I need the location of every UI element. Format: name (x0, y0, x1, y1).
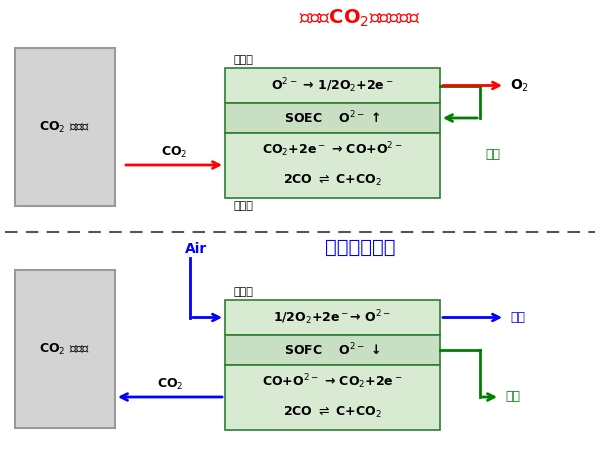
Text: 電力: 電力 (485, 148, 500, 162)
Text: Air: Air (185, 242, 207, 256)
Bar (225, 335, 440, 365)
Bar (15, 270, 115, 428)
Bar (15, 48, 115, 206)
Text: CO$_2$ タンク: CO$_2$ タンク (40, 120, 91, 135)
Text: SOEC    O$^{2-}$ ↑: SOEC O$^{2-}$ ↑ (284, 110, 381, 126)
Bar (225, 133, 440, 198)
Bar (225, 103, 440, 133)
Text: 空気極: 空気極 (233, 55, 253, 65)
Text: 電力: 電力 (505, 390, 520, 404)
Bar (225, 300, 440, 335)
Text: 燃料極: 燃料極 (233, 201, 253, 211)
Text: 2CO $\rightleftharpoons$ C+CO$_2$: 2CO $\rightleftharpoons$ C+CO$_2$ (283, 404, 382, 420)
Bar (225, 365, 440, 430)
Text: 空気極: 空気極 (233, 287, 253, 297)
Text: 放電（発電）: 放電（発電） (325, 238, 395, 257)
Text: O$_2$: O$_2$ (510, 77, 529, 94)
Text: CO+O$^{2-}$ → CO$_2$+2e$^-$: CO+O$^{2-}$ → CO$_2$+2e$^-$ (262, 373, 403, 391)
Text: 2CO $\rightleftharpoons$ C+CO$_2$: 2CO $\rightleftharpoons$ C+CO$_2$ (283, 172, 382, 187)
Text: CO$_2$ タンク: CO$_2$ タンク (40, 341, 91, 357)
Text: O$^{2-}$ → 1/2O$_2$+2e$^-$: O$^{2-}$ → 1/2O$_2$+2e$^-$ (271, 76, 394, 95)
Text: 充電（CO$_2$電気分解）: 充電（CO$_2$電気分解） (299, 8, 421, 29)
Text: CO$_2$+2e$^-$ → CO+O$^{2-}$: CO$_2$+2e$^-$ → CO+O$^{2-}$ (262, 141, 403, 159)
Text: 1/2O$_2$+2e$^-$→ O$^{2-}$: 1/2O$_2$+2e$^-$→ O$^{2-}$ (274, 308, 392, 327)
Text: CO$_2$: CO$_2$ (157, 377, 183, 392)
Text: CO$_2$: CO$_2$ (161, 145, 187, 160)
Text: SOFC    O$^{2-}$ ↓: SOFC O$^{2-}$ ↓ (284, 342, 381, 358)
Bar (225, 68, 440, 103)
Text: 排気: 排気 (510, 311, 525, 324)
